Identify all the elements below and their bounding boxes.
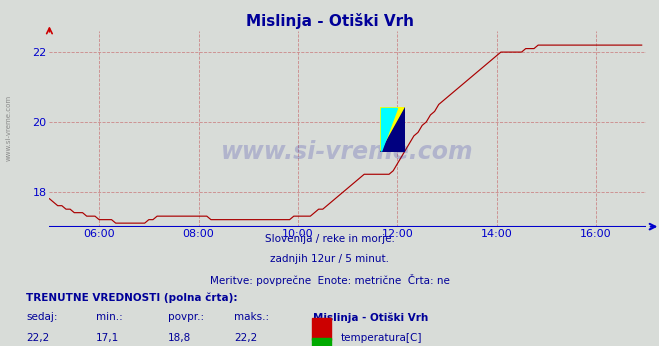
- Text: povpr.:: povpr.:: [168, 312, 204, 322]
- Text: Mislinja - Otiški Vrh: Mislinja - Otiški Vrh: [246, 13, 413, 29]
- Text: Slovenija / reke in morje.: Slovenija / reke in morje.: [264, 234, 395, 244]
- Text: temperatura[C]: temperatura[C]: [341, 333, 422, 343]
- Polygon shape: [380, 107, 405, 152]
- Text: 18,8: 18,8: [168, 333, 191, 343]
- Text: TRENUTNE VREDNOSTI (polna črta):: TRENUTNE VREDNOSTI (polna črta):: [26, 292, 238, 303]
- Polygon shape: [381, 108, 397, 152]
- Polygon shape: [380, 107, 405, 152]
- Text: min.:: min.:: [96, 312, 123, 322]
- Text: sedaj:: sedaj:: [26, 312, 58, 322]
- Text: Mislinja - Otiški Vrh: Mislinja - Otiški Vrh: [313, 312, 428, 323]
- Text: maks.:: maks.:: [234, 312, 269, 322]
- Text: 17,1: 17,1: [96, 333, 119, 343]
- Text: www.si-vreme.com: www.si-vreme.com: [5, 95, 12, 161]
- Text: 22,2: 22,2: [234, 333, 257, 343]
- Text: www.si-vreme.com: www.si-vreme.com: [221, 140, 474, 164]
- Text: Meritve: povprečne  Enote: metrične  Črta: ne: Meritve: povprečne Enote: metrične Črta:…: [210, 274, 449, 286]
- Text: zadnjih 12ur / 5 minut.: zadnjih 12ur / 5 minut.: [270, 254, 389, 264]
- Text: 22,2: 22,2: [26, 333, 49, 343]
